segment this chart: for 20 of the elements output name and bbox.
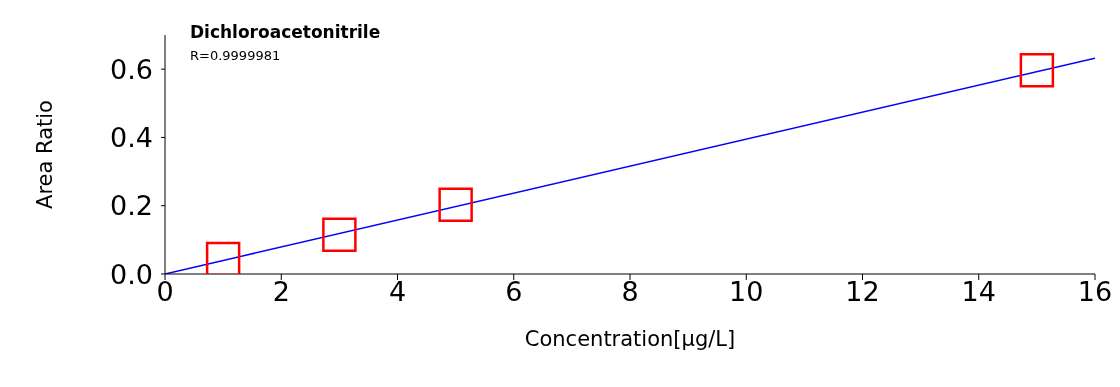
y-tick-label: 0.4 [110, 122, 153, 154]
point [322, 217, 357, 252]
y-axis-title: Area Ratio [33, 100, 58, 209]
x-tick-label: 0 [156, 276, 174, 308]
x-tick-label: 14 [961, 276, 996, 308]
x-tick-label: 10 [729, 276, 764, 308]
point [1019, 52, 1055, 88]
x-tick-label: 12 [845, 276, 880, 308]
y-tick-label: 0.2 [110, 190, 153, 222]
point [438, 187, 473, 222]
x-tick-label: 6 [505, 276, 523, 308]
y-tick-label: 0.6 [110, 53, 153, 85]
x-tick-label: 2 [272, 276, 290, 308]
x-axis-title: Concentration[μg/L] [524, 327, 736, 351]
x-tick-label: 16 [1077, 276, 1113, 308]
x-tick-label: 4 [388, 276, 407, 308]
y-tick-label: 0.0 [110, 258, 153, 290]
x-tick-label: 8 [621, 276, 639, 308]
chart-title: Dichloroacetonitrile [190, 22, 381, 42]
text: R=0.9999981 [190, 48, 281, 63]
